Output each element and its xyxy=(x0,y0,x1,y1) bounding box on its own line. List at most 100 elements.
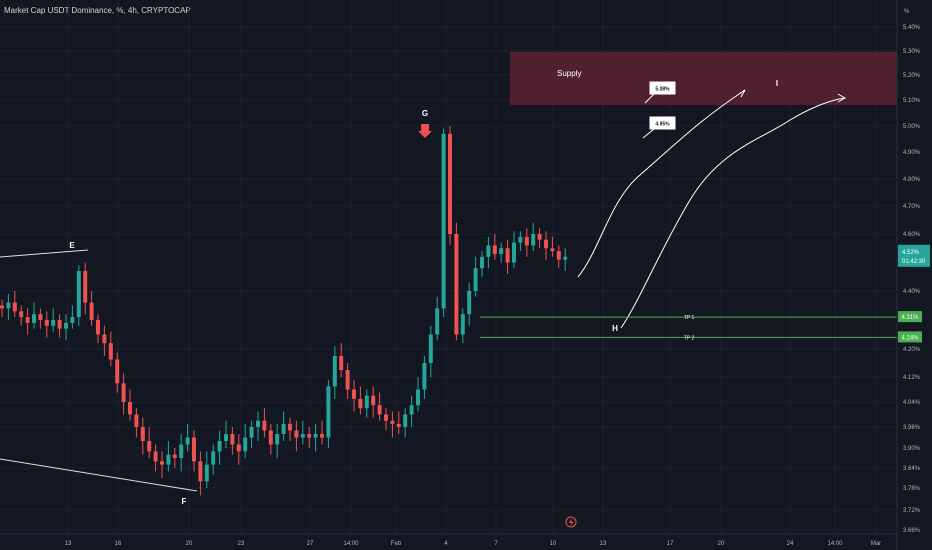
candle-body xyxy=(345,370,350,390)
y-tick-label: 4.90% xyxy=(903,150,921,156)
candle-body xyxy=(153,451,158,462)
lightning-icon[interactable] xyxy=(565,516,577,528)
current-price-value: 4.52% xyxy=(902,250,920,256)
y-tick-label: 3.84% xyxy=(903,466,921,472)
candle-body xyxy=(492,245,497,254)
x-tick-label: 20 xyxy=(186,541,193,547)
candle-body xyxy=(294,430,299,438)
candle-body xyxy=(524,236,529,246)
candle-body xyxy=(64,322,68,329)
y-tick-label: 4.70% xyxy=(903,204,921,210)
x-tick-label: 10 xyxy=(550,541,557,547)
y-tick-label: 4.80% xyxy=(903,177,921,183)
callout-label: 5.08% xyxy=(655,87,670,93)
candle-body xyxy=(326,386,331,438)
x-tick-label: 7 xyxy=(494,541,498,547)
candle-body xyxy=(147,441,152,452)
wave-label-e: E xyxy=(69,241,75,250)
x-tick-label: 13 xyxy=(65,541,72,547)
y-tick-label: 3.72% xyxy=(903,508,921,514)
y-tick-label: 3.90% xyxy=(903,446,921,452)
candle-body xyxy=(249,427,254,438)
candle-body xyxy=(403,414,408,427)
candle-body xyxy=(51,320,56,326)
candle-body xyxy=(25,317,30,323)
x-tick-label: 14:00 xyxy=(827,541,843,547)
y-axis-ticks: 5.40% 5.30% 5.20% 5.10% 5.00% 4.90% 4.80% 4.70%… xyxy=(903,25,921,534)
callout-label: 4.95% xyxy=(655,122,670,128)
candle-body xyxy=(441,133,446,309)
candle-countdown: 01:42:30 xyxy=(902,259,926,265)
x-tick-label: Mar xyxy=(871,541,881,547)
candle-body xyxy=(537,234,542,240)
candle-body xyxy=(32,314,36,323)
candle-body xyxy=(480,256,484,269)
candle-body xyxy=(505,248,510,263)
candle-body xyxy=(396,423,401,427)
projection-path-1 xyxy=(577,89,746,278)
candle-body xyxy=(339,356,344,370)
candle-body xyxy=(44,320,49,326)
candle-body xyxy=(377,405,382,415)
candle-body xyxy=(96,320,100,335)
x-tick-label: 23 xyxy=(238,541,245,547)
x-tick-label: Feb xyxy=(391,541,402,547)
candle-body xyxy=(198,461,203,482)
y-tick-label: 3.66% xyxy=(903,528,921,534)
wave-label-g: G xyxy=(422,109,428,118)
candle-body xyxy=(70,317,75,323)
target-price-badge xyxy=(898,331,922,343)
arrowhead-icon xyxy=(738,89,746,98)
candle-body xyxy=(83,271,88,303)
candle-body xyxy=(320,434,324,438)
candle-body xyxy=(313,434,318,438)
x-tick-label: 17 xyxy=(667,541,674,547)
candle-body xyxy=(115,359,120,384)
candle-body xyxy=(281,423,286,434)
candle-body xyxy=(204,464,209,482)
callout-box xyxy=(649,81,676,95)
candle-body xyxy=(230,434,235,445)
axis-unit-label: % xyxy=(904,9,910,15)
target-price-badge xyxy=(898,311,922,323)
candle-body xyxy=(217,441,222,452)
candle-body xyxy=(236,444,241,452)
wave-label-i: I xyxy=(776,79,778,88)
candle-body xyxy=(422,363,427,390)
candle-body xyxy=(531,234,536,246)
candle-body xyxy=(243,437,248,452)
candle-body xyxy=(89,302,94,320)
candle-body xyxy=(563,256,568,260)
candle-body xyxy=(332,356,337,387)
current-price-badge xyxy=(898,244,930,267)
candle-body xyxy=(512,242,516,263)
x-tick-label: 20 xyxy=(718,541,725,547)
candle-body xyxy=(550,248,555,252)
y-tick-label: 5.20% xyxy=(903,73,921,79)
candle-body xyxy=(428,334,433,363)
candle-body xyxy=(371,395,376,406)
candle-body xyxy=(268,430,273,445)
candle-body xyxy=(416,389,420,406)
arrowhead-icon xyxy=(837,93,847,103)
candle-body xyxy=(300,434,305,438)
y-tick-label: 3.78% xyxy=(903,486,921,492)
candle-body xyxy=(275,434,280,445)
candle-body xyxy=(364,395,369,409)
y-tick-label: 3.96% xyxy=(903,425,921,431)
candle-body xyxy=(467,291,472,315)
x-tick-label: 14:00 xyxy=(343,541,359,547)
candle-body xyxy=(185,437,190,445)
candle-body xyxy=(518,236,523,243)
candle-body xyxy=(390,420,395,424)
candle-body xyxy=(435,308,440,335)
candle-body xyxy=(288,423,292,431)
x-tick-label: 13 xyxy=(600,541,607,547)
candle-body xyxy=(108,343,113,360)
candle-body xyxy=(473,268,478,291)
supply-label: Supply xyxy=(557,69,581,78)
candle-body xyxy=(486,245,491,257)
callout-pointer xyxy=(644,93,655,104)
candle-body xyxy=(102,334,107,344)
